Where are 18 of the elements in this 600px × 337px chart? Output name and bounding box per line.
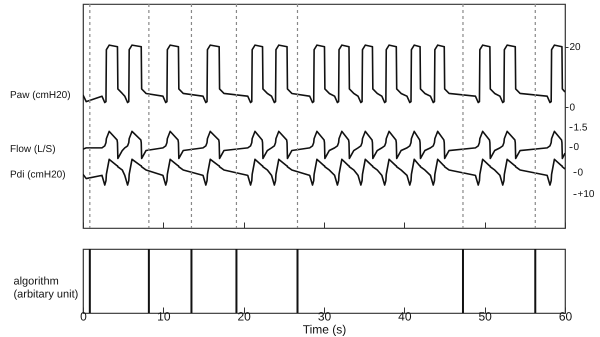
line-series bbox=[83, 44, 565, 104]
x-axis-title: Time (s) bbox=[302, 322, 346, 336]
y3-tick-label: +10 bbox=[578, 189, 595, 200]
x-tick-label: 50 bbox=[478, 310, 492, 324]
x-tick-label: 60 bbox=[558, 310, 572, 324]
x-tick-label: 20 bbox=[237, 310, 252, 324]
text: Flow (L/S) bbox=[10, 144, 56, 156]
line-series bbox=[83, 130, 565, 160]
y-axis-title: algorithm (arbitary unit) bbox=[14, 276, 78, 300]
series-label: Paw (cmH20) bbox=[10, 90, 71, 101]
x-tick-label: 40 bbox=[398, 310, 412, 324]
y3-tick-label: 0 bbox=[578, 168, 584, 179]
x-tick-label: 30 bbox=[318, 310, 332, 324]
line-series bbox=[83, 158, 565, 186]
y2-tick-label: 1.5 bbox=[574, 122, 588, 134]
series-label: Pdi (cmH20) bbox=[10, 169, 66, 180]
x-tick-label: 10 bbox=[157, 310, 171, 324]
x-tick-label: 0 bbox=[80, 310, 88, 324]
